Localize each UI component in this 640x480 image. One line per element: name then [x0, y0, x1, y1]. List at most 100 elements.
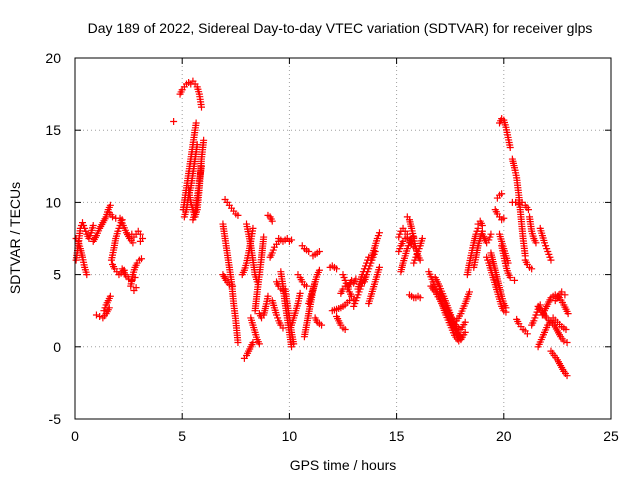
- data-point: [139, 235, 147, 242]
- data-point: [315, 247, 323, 255]
- series-s13: [130, 284, 140, 294]
- data-point: [564, 310, 572, 318]
- data-point: [89, 222, 97, 230]
- series-s15: [170, 118, 178, 126]
- series-s72: [493, 190, 506, 202]
- series-s08: [109, 260, 128, 279]
- data-point: [305, 247, 313, 255]
- data-point: [225, 281, 233, 289]
- y-tick-label: 15: [45, 122, 61, 138]
- data-point: [136, 230, 144, 238]
- x-tick-label: 25: [603, 428, 619, 444]
- data-point: [560, 337, 568, 345]
- series-s20: [189, 162, 205, 224]
- series-s43: [311, 314, 326, 329]
- data-point: [193, 141, 201, 149]
- series-s22: [219, 220, 242, 346]
- data-point: [268, 217, 276, 225]
- series-s16: [176, 77, 205, 111]
- data-point: [106, 292, 114, 300]
- data-point: [255, 340, 263, 348]
- data-point: [137, 255, 145, 263]
- data-point: [500, 214, 508, 222]
- data-point: [523, 330, 531, 338]
- data-point: [129, 239, 137, 247]
- data-point: [511, 276, 519, 284]
- series-s44: [326, 262, 341, 273]
- series-s53: [367, 229, 383, 264]
- series-s12: [128, 227, 144, 241]
- axis-ticks: 0 5 10 15 20 25 -5 0 5 10 15 20: [45, 50, 619, 444]
- data-point: [318, 321, 326, 329]
- series-s59: [410, 235, 426, 267]
- series-s34: [275, 235, 296, 245]
- data-point: [200, 136, 208, 144]
- data-point: [170, 118, 178, 126]
- plot-frame: [74, 57, 612, 420]
- data-point: [487, 230, 495, 238]
- data-point: [506, 144, 514, 152]
- x-tick-label: 20: [496, 428, 512, 444]
- data-point: [92, 311, 100, 319]
- series-s02: [72, 219, 97, 264]
- data-point: [197, 162, 205, 170]
- series-s89: [551, 288, 569, 305]
- data-point: [478, 222, 486, 230]
- series-s14: [136, 235, 147, 245]
- series-s81: [526, 213, 540, 247]
- series-s63: [435, 288, 469, 333]
- series-s26: [243, 220, 261, 286]
- series-s28: [251, 233, 268, 315]
- series-s65: [463, 224, 482, 279]
- data-point: [547, 256, 555, 264]
- series-s46: [333, 312, 349, 333]
- series-s71: [491, 206, 508, 224]
- series-s21: [221, 196, 242, 219]
- data-point: [234, 338, 242, 346]
- data-point: [341, 325, 349, 333]
- data-point: [375, 229, 383, 237]
- series-s55: [395, 224, 411, 241]
- series-s04: [92, 304, 113, 322]
- series-s48: [339, 271, 358, 303]
- series-s42: [309, 247, 323, 260]
- data-point: [515, 200, 523, 208]
- series-s76: [508, 155, 529, 260]
- series-s79: [511, 276, 519, 284]
- data-point: [465, 288, 473, 296]
- series-s80: [521, 256, 536, 273]
- data-point: [229, 282, 237, 290]
- series-s64: [453, 288, 473, 325]
- data-point: [288, 236, 296, 244]
- series-s73: [496, 115, 514, 152]
- data-point: [109, 213, 117, 221]
- y-axis-title: SDTVAR / TECUs: [7, 182, 23, 294]
- series-s75: [498, 242, 514, 281]
- series-s23: [219, 271, 237, 290]
- series-s68: [478, 230, 495, 247]
- series-s39: [298, 242, 313, 255]
- data-point: [418, 235, 426, 242]
- series-s40: [300, 278, 319, 341]
- data-point: [345, 297, 353, 305]
- data-point: [461, 318, 469, 326]
- series-s29: [255, 292, 272, 322]
- x-tick-label: 10: [282, 428, 298, 444]
- data-points: [72, 77, 572, 380]
- data-point: [524, 206, 532, 214]
- series-s77: [508, 198, 532, 214]
- series-s84: [536, 224, 555, 264]
- data-point: [249, 338, 257, 346]
- x-tick-label: 15: [389, 428, 405, 444]
- series-s85: [534, 317, 571, 351]
- data-point: [249, 224, 257, 232]
- data-point: [296, 289, 304, 297]
- data-point: [512, 198, 520, 206]
- data-point: [264, 292, 272, 300]
- y-tick-label: 10: [45, 194, 61, 210]
- series-s87: [547, 347, 571, 380]
- data-point: [375, 263, 383, 271]
- data-point: [83, 271, 91, 279]
- series-s88: [549, 314, 570, 333]
